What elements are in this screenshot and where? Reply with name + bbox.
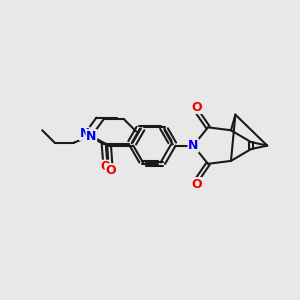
Text: N: N [86, 130, 97, 143]
Text: N: N [188, 139, 199, 152]
Text: O: O [105, 164, 116, 177]
Text: N: N [80, 127, 90, 140]
Text: O: O [100, 160, 110, 173]
Text: O: O [191, 178, 202, 191]
Text: O: O [191, 100, 202, 113]
